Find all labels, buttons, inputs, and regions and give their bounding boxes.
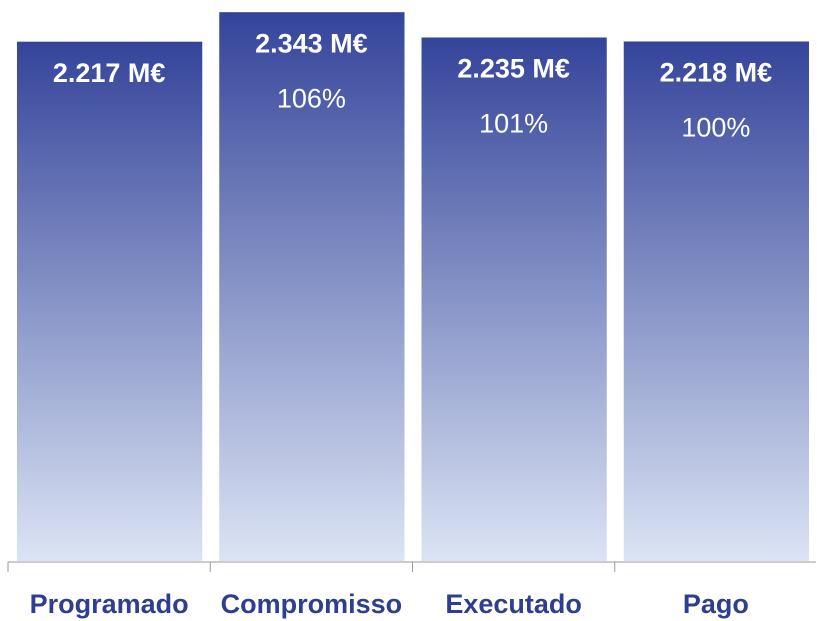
- x-tick-label: Compromisso: [221, 589, 403, 619]
- bar: [17, 41, 203, 562]
- percent-label: 100%: [681, 113, 750, 143]
- percent-label: 101%: [479, 109, 548, 139]
- value-label: 2.235 M€: [457, 54, 570, 84]
- value-label: 2.217 M€: [53, 58, 166, 88]
- value-label: 2.343 M€: [255, 28, 368, 58]
- x-tick-label: Programado: [30, 589, 189, 619]
- x-tick-label: Executado: [445, 589, 582, 619]
- value-label: 2.218 M€: [660, 58, 773, 88]
- percent-label: 106%: [277, 83, 346, 113]
- bar: [219, 12, 405, 562]
- x-tick-label: Pago: [683, 589, 749, 619]
- bar: [421, 37, 607, 561]
- bar: [623, 41, 809, 561]
